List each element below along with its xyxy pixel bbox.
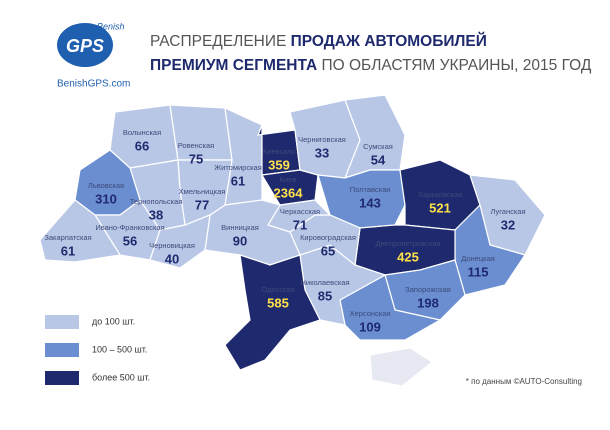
- region-name: Киев: [280, 175, 297, 184]
- region-value: 85: [318, 288, 332, 303]
- footnote: * по данным ©AUTO-Consulting: [466, 377, 582, 386]
- region-name: Черниговская: [298, 135, 346, 144]
- region-name: Одесская: [261, 285, 294, 294]
- logo-text: GPS: [66, 36, 104, 56]
- region-name: Хмельницкая: [179, 187, 226, 196]
- region-value: 359: [268, 157, 290, 172]
- region-value: 425: [397, 249, 419, 264]
- region-name: Николаевская: [300, 278, 349, 287]
- region-value: 585: [267, 295, 289, 310]
- region-name: Харьковская: [418, 190, 462, 199]
- region-value: 32: [501, 217, 515, 232]
- region-name: Донецкая: [461, 254, 495, 263]
- region-value: 143: [359, 195, 381, 210]
- region-value: 90: [233, 233, 247, 248]
- region-name: Запорожская: [405, 285, 451, 294]
- region-value: 115: [468, 264, 489, 279]
- region-value: 65: [321, 243, 335, 258]
- region-name: Луганская: [490, 207, 525, 216]
- region-value: 54: [371, 152, 386, 167]
- legend-swatch: [45, 315, 79, 329]
- region-value: 66: [135, 138, 149, 153]
- region-name: Черновицкая: [149, 241, 195, 250]
- region: [339, 274, 442, 341]
- region-value: 33: [315, 145, 329, 160]
- title-normal: РАСПРЕДЕЛЕНИЕ: [150, 33, 291, 50]
- region-name: Сумская: [363, 142, 393, 151]
- region-value: 61: [231, 173, 245, 188]
- region-value: 75: [189, 151, 203, 166]
- crimea: [369, 347, 433, 387]
- region-value: 61: [61, 243, 75, 258]
- region-value: 40: [165, 251, 179, 266]
- logo-badge: [57, 23, 113, 67]
- region-name: Винницкая: [221, 223, 259, 232]
- region-value: 310: [95, 191, 117, 206]
- region-value: 56: [123, 233, 137, 248]
- logo-brand: Benish: [97, 21, 125, 31]
- title-line-2: ПРЕМИУМ СЕГМЕНТА ПО ОБЛАСТЯМ УКРАИНЫ, 20…: [150, 57, 592, 74]
- region-name: Закарпатская: [44, 233, 91, 242]
- region-value: 38: [149, 207, 163, 222]
- region-name: Волынская: [123, 128, 161, 137]
- website: BenishGPS.com: [57, 79, 130, 90]
- region-value: 71: [293, 217, 307, 232]
- title-line-1: РАСПРЕДЕЛЕНИЕ ПРОДАЖ АВТОМОБИЛЕЙ: [150, 32, 487, 50]
- region-name: Кировоградская: [300, 233, 356, 242]
- title-bold: ПРОДАЖ АВТОМОБИЛЕЙ: [291, 32, 487, 50]
- legend-label: более 500 шт.: [92, 372, 150, 382]
- legend: до 100 шт. 100 – 500 шт. более 500 шт.: [45, 315, 150, 385]
- region-name: Полтавская: [350, 185, 391, 194]
- legend-label: 100 – 500 шт.: [92, 344, 147, 354]
- logo: Benish GPS BenishGPS.com: [57, 21, 130, 90]
- region: [149, 214, 211, 269]
- legend-swatch: [45, 371, 79, 385]
- region-value: 2364: [274, 185, 304, 200]
- region-value: 198: [417, 295, 439, 310]
- region-name: Черкасская: [280, 207, 320, 216]
- region: [224, 254, 321, 371]
- region-name: Ивано-Франковская: [95, 223, 164, 232]
- region-name: Киевская: [263, 147, 295, 156]
- region: [39, 199, 121, 263]
- region-name: Тернопольская: [130, 197, 183, 206]
- region-name: Днепропетровская: [376, 239, 441, 248]
- region-value: 109: [359, 319, 381, 334]
- legend-label: до 100 шт.: [92, 316, 135, 326]
- region-name: Житомирская: [214, 163, 262, 172]
- region-value: 77: [195, 197, 209, 212]
- region-value: 521: [429, 200, 451, 215]
- region-name: Ровенская: [178, 141, 215, 150]
- legend-swatch: [45, 343, 79, 357]
- region-name: Херсонская: [350, 309, 391, 318]
- title-normal: ПО ОБЛАСТЯМ УКРАИНЫ, 2015 ГОД: [317, 57, 592, 74]
- title-bold: ПРЕМИУМ СЕГМЕНТА: [150, 57, 317, 74]
- region-name: Львовская: [88, 181, 124, 190]
- region: [261, 169, 319, 206]
